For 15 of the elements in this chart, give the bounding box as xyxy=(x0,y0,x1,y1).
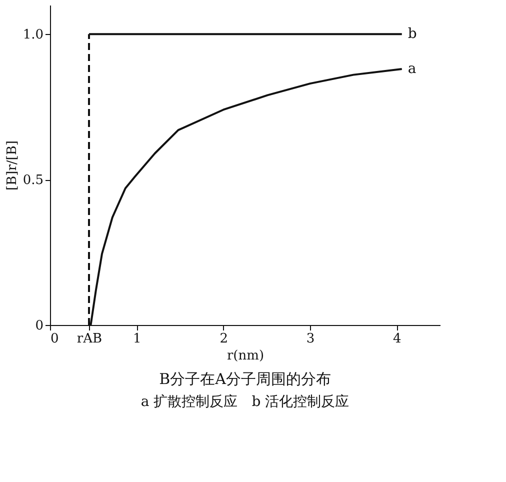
text: a 扩散控制反应 b 活化控制反应 xyxy=(140,394,350,410)
text: B分子在A分子周围的分布 xyxy=(159,370,331,388)
y-tick-label: 0.5 xyxy=(22,173,44,188)
series-label: a xyxy=(408,61,416,77)
x-tick-label: 3 xyxy=(306,332,315,346)
x-axis-title: r(nm) xyxy=(226,348,264,364)
x-tick-label: 4 xyxy=(393,332,402,346)
x-tick-label: 2 xyxy=(220,332,228,346)
y-tick-label: 1.0 xyxy=(22,28,44,43)
x-tick-label: 1 xyxy=(133,332,142,346)
y-axis-title: [B]r/[B] xyxy=(4,140,20,190)
x-tick-label: rAB xyxy=(76,332,102,346)
y-tick-label: 0 xyxy=(35,318,44,334)
series-label: b xyxy=(408,26,417,42)
x-tick-label: 0 xyxy=(50,332,59,346)
